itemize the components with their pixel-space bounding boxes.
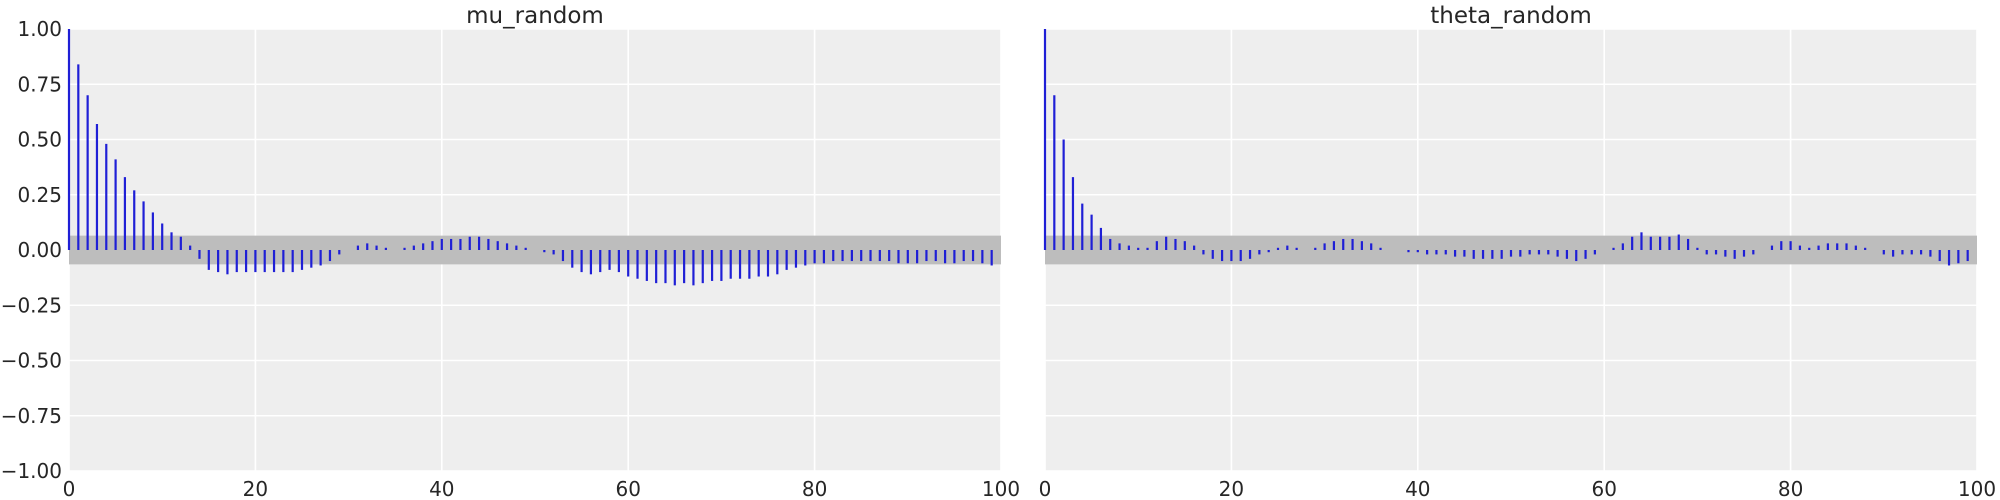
y-tick-label: 1.00	[17, 17, 62, 41]
x-tick-label: 100	[1958, 477, 1996, 500]
x-tick-label: 60	[615, 477, 640, 500]
x-tick-label: 40	[429, 477, 454, 500]
y-tick-label: −0.25	[1, 293, 62, 317]
confidence-band	[69, 235, 1001, 265]
x-tick-label: 20	[243, 477, 268, 500]
x-tick-label: 0	[63, 477, 76, 500]
y-tick-label: −0.75	[1, 404, 62, 428]
y-tick-label: −1.00	[1, 459, 62, 483]
y-tick-label: 0.50	[17, 128, 62, 152]
acf-panel-mu-random: mu_random 0 20 40 60 80 100 1.00 0.75 0.50 0.25 0.0…	[1, 3, 1020, 500]
y-tick-label: 0.25	[17, 183, 62, 207]
x-tick-label: 60	[1591, 477, 1616, 500]
x-tick-label: 0	[1039, 477, 1052, 500]
x-tick-label: 80	[802, 477, 827, 500]
y-tick-label: 0.00	[17, 238, 62, 262]
chart-title: mu_random	[466, 3, 604, 29]
x-tick-label: 100	[982, 477, 1020, 500]
y-tick-label: 0.75	[17, 72, 62, 96]
x-tick-label: 80	[1778, 477, 1803, 500]
x-tick-label: 40	[1405, 477, 1430, 500]
chart-title: theta_random	[1430, 3, 1592, 29]
y-tick-label: −0.50	[1, 349, 62, 373]
acf-panel-theta-random: theta_random 0 20 40 60 80 100	[1039, 3, 1996, 500]
x-tick-label: 20	[1219, 477, 1244, 500]
